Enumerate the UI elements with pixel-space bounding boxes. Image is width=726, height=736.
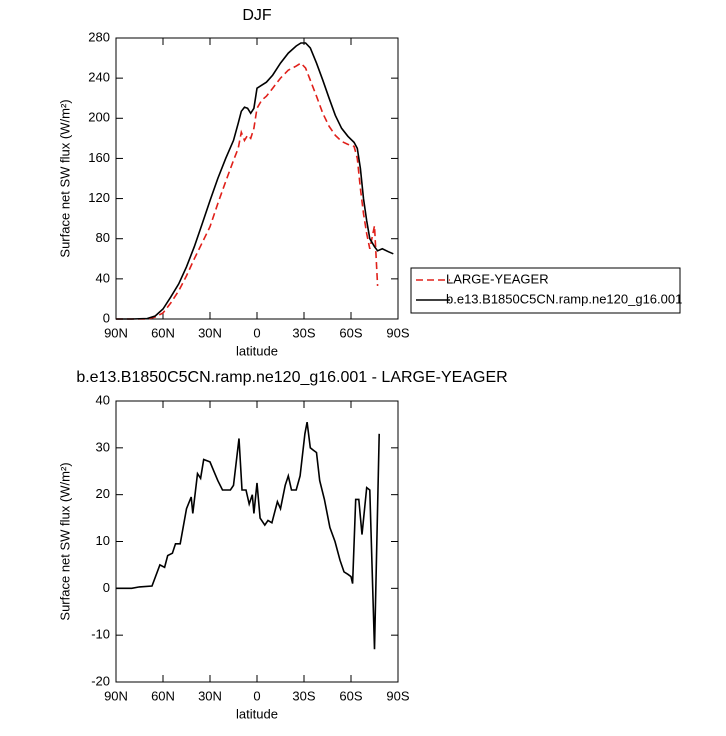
y-tick-label: -10 (91, 627, 110, 642)
legend-label: b.e13.B1850C5CN.ramp.ne120_g16.001 (446, 291, 682, 306)
y-tick-label: 40 (96, 392, 110, 407)
plot-frame (115, 400, 399, 683)
y-tick-label: 40 (96, 270, 110, 285)
plot-frame (115, 37, 399, 320)
data-line (116, 62, 379, 320)
x-tick-label: 60N (151, 325, 175, 340)
y-tick-label: 80 (96, 230, 110, 245)
x-tick-label: 60S (339, 688, 362, 703)
x-tick-label: 90S (386, 325, 409, 340)
y-tick-label: 10 (96, 533, 110, 548)
chart-title: DJF (242, 7, 272, 24)
y-tick-label: 30 (96, 439, 110, 454)
data-line (116, 421, 380, 650)
y-tick-label: 240 (88, 70, 110, 85)
x-tick-label: 90N (104, 688, 128, 703)
x-tick-label: 30N (198, 688, 222, 703)
y-axis-label: Surface net SW flux (W/m²) (57, 99, 72, 257)
y-tick-label: 280 (88, 29, 110, 44)
y-tick-label: 200 (88, 110, 110, 125)
chart-title: b.e13.B1850C5CN.ramp.ne120_g16.001 - LAR… (76, 369, 507, 386)
y-tick-label: 0 (103, 580, 110, 595)
y-tick-label: 0 (103, 310, 110, 325)
y-tick-label: 120 (88, 190, 110, 205)
y-tick-label: 160 (88, 150, 110, 165)
x-tick-label: 30S (292, 688, 315, 703)
x-tick-label: 60S (339, 325, 362, 340)
x-tick-label: 90N (104, 325, 128, 340)
legend-box (410, 267, 681, 314)
legend-label: LARGE-YEAGER (446, 271, 549, 286)
x-tick-label: 30N (198, 325, 222, 340)
x-axis-label: latitude (236, 706, 278, 721)
x-tick-label: 90S (386, 688, 409, 703)
y-axis-label: Surface net SW flux (W/m²) (57, 462, 72, 620)
x-axis-label: latitude (236, 343, 278, 358)
x-tick-label: 0 (253, 325, 260, 340)
y-tick-label: -20 (91, 673, 110, 688)
x-tick-label: 60N (151, 688, 175, 703)
x-tick-label: 30S (292, 325, 315, 340)
x-tick-label: 0 (253, 688, 260, 703)
y-tick-label: 20 (96, 486, 110, 501)
data-line (116, 42, 394, 320)
